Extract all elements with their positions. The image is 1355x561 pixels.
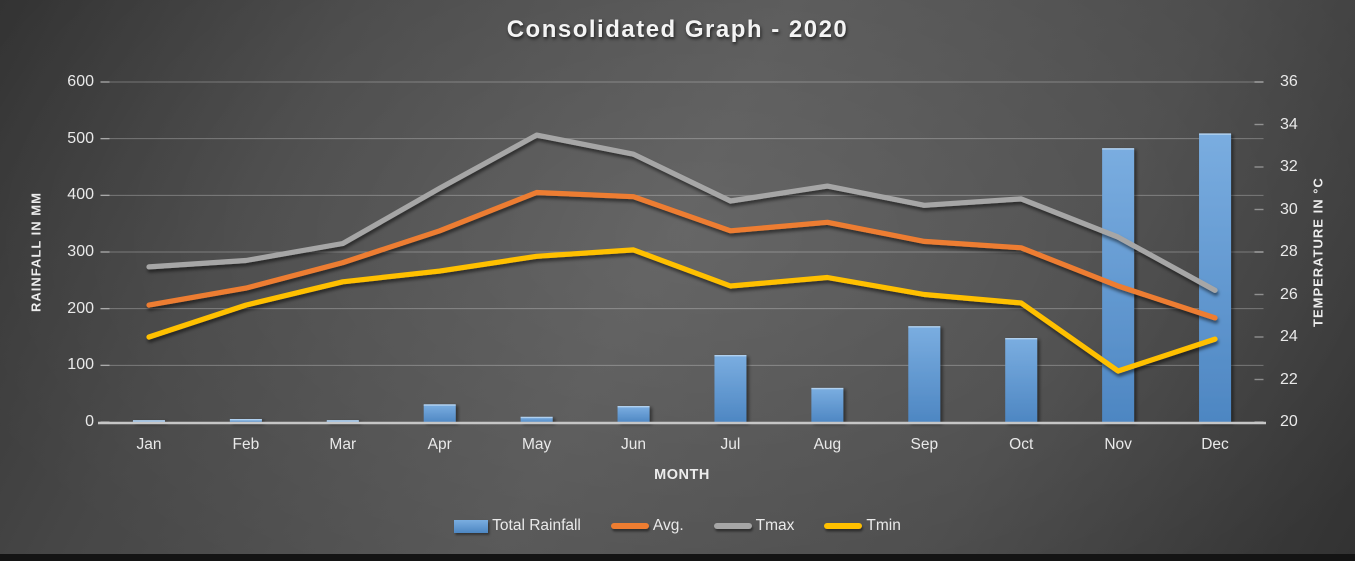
x-axis-title: MONTH bbox=[654, 467, 710, 483]
y-tick-label-left: 400 bbox=[67, 186, 94, 204]
y-tick-label-right: 36 bbox=[1280, 73, 1298, 90]
rainfall-bar-may[interactable] bbox=[520, 417, 553, 423]
legend-item-total-rainfall[interactable]: Total Rainfall bbox=[454, 517, 581, 535]
legend-swatch-total-rainfall bbox=[454, 519, 489, 533]
y-tick-label-right: 30 bbox=[1280, 200, 1298, 218]
x-tick-label-sep: Sep bbox=[910, 436, 939, 453]
chart-title: Consolidated Graph - 2020 bbox=[506, 16, 849, 43]
y-tick-label-right: 24 bbox=[1280, 328, 1298, 345]
x-tick-label-jun: Jun bbox=[621, 436, 647, 453]
x-tick-label-dec: Dec bbox=[1201, 436, 1229, 453]
y-tick-label-right: 22 bbox=[1280, 370, 1298, 388]
legend-label-total-rainfall: Total Rainfall bbox=[492, 517, 581, 534]
legend-swatch-tmax bbox=[713, 523, 752, 529]
rainfall-bar-jul[interactable] bbox=[714, 355, 747, 423]
x-tick-label-mar: Mar bbox=[329, 436, 357, 453]
legend-swatch-avg bbox=[610, 523, 649, 529]
legend: Total Rainfall Avg. Tmax Tmin bbox=[0, 517, 1355, 535]
y-tick-label-right: 20 bbox=[1280, 413, 1298, 430]
rainfall-bar-apr[interactable] bbox=[423, 405, 456, 423]
y-tick-label-right: 34 bbox=[1280, 115, 1298, 133]
x-tick-label-jan: Jan bbox=[136, 436, 162, 453]
x-tick-label-oct: Oct bbox=[1009, 436, 1034, 453]
line-avg[interactable] bbox=[146, 189, 1218, 321]
rainfall-bar-aug[interactable] bbox=[811, 388, 844, 423]
y-tick-label-left: 500 bbox=[67, 129, 94, 147]
x-tick-label-jul: Jul bbox=[720, 436, 741, 453]
rainfall-bar-oct[interactable] bbox=[1005, 338, 1038, 423]
x-tick-label-apr: Apr bbox=[427, 436, 452, 453]
line-series-group[interactable] bbox=[146, 132, 1218, 374]
y-tick-label-left: 300 bbox=[67, 243, 94, 260]
series-total-rainfall[interactable] bbox=[132, 133, 1232, 423]
y-tick-label-left: 100 bbox=[67, 356, 94, 374]
line-tmin[interactable] bbox=[146, 247, 1218, 374]
x-tick-label-feb: Feb bbox=[232, 436, 260, 453]
y-tick-label-right: 28 bbox=[1280, 243, 1298, 260]
rainfall-bar-feb[interactable] bbox=[229, 419, 262, 423]
legend-swatch-tmin bbox=[824, 523, 863, 529]
line-tmax[interactable] bbox=[146, 132, 1218, 293]
y-tick-label-left: 600 bbox=[67, 73, 94, 90]
legend-label-tmax: Tmax bbox=[755, 517, 795, 534]
legend-label-avg: Avg. bbox=[652, 517, 684, 534]
legend-item-tmin[interactable]: Tmin bbox=[824, 517, 901, 535]
axis-tick-marks bbox=[100, 81, 1264, 423]
x-tick-label-may: May bbox=[521, 436, 552, 453]
y-tick-label-left: 200 bbox=[67, 299, 94, 317]
legend-item-tmax[interactable]: Tmax bbox=[713, 517, 795, 535]
y-tick-label-right: 32 bbox=[1280, 158, 1298, 175]
legend-label-tmin: Tmin bbox=[866, 517, 901, 534]
rainfall-bar-jun[interactable] bbox=[617, 406, 650, 423]
y-tick-label-right: 26 bbox=[1280, 285, 1298, 303]
rainfall-bar-dec[interactable] bbox=[1199, 134, 1232, 423]
bottom-strip bbox=[0, 554, 1355, 561]
x-tick-label-nov: Nov bbox=[1104, 436, 1132, 453]
y-tick-label-left: 0 bbox=[85, 413, 94, 430]
rainfall-bar-sep[interactable] bbox=[908, 326, 941, 423]
legend-item-avg[interactable]: Avg. bbox=[610, 517, 684, 535]
x-tick-label-aug: Aug bbox=[813, 436, 842, 453]
